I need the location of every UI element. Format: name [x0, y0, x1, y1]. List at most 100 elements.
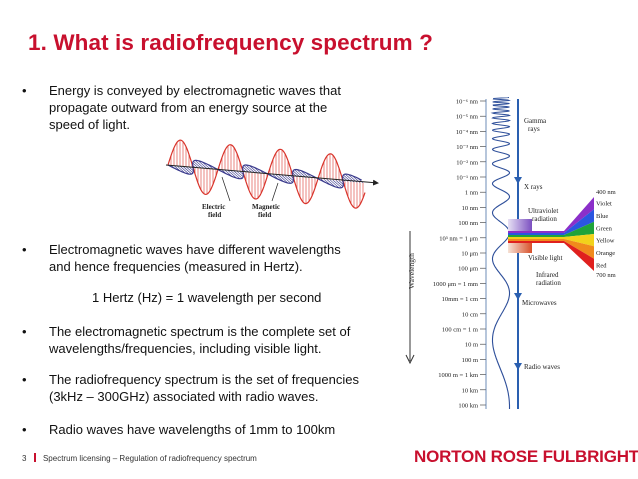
wavelength-tick-label: 10⁻² nm — [456, 159, 478, 166]
wavelength-ticks: 10⁻⁶ nm 10⁻⁵ nm 10⁻⁴ nm 10⁻³ nm 10⁻² nm 10⁻¹ … — [433, 99, 486, 410]
wavelength-tick-label: 10⁻¹ nm — [456, 175, 478, 182]
magnetic-hatch-line — [284, 175, 293, 183]
wavelength-axis-arrow — [405, 354, 415, 365]
color-name-violet: Violet — [596, 201, 612, 208]
footer: 3 Spectrum licensing – Regulation of radi… — [22, 453, 257, 463]
electric-pointer — [221, 176, 231, 202]
ir-label-2: radiation — [536, 279, 561, 287]
visible-band-violet — [508, 197, 594, 233]
magnetic-hatch-line — [192, 162, 199, 168]
magnetic-hatch-line — [188, 166, 194, 172]
magnetic-hatch-line — [249, 165, 259, 174]
wavelength-tick-label: 10 m — [465, 342, 478, 349]
wavelength-tick-label: 10 km — [462, 387, 478, 394]
footer-text: Spectrum licensing – Regulation of radio… — [42, 454, 257, 463]
color-name-red: Red — [596, 262, 607, 269]
page-number: 3 — [22, 454, 27, 463]
wavelength-tick-label: 10 cm — [462, 311, 478, 318]
bullet-2-line-2: and hence frequencies (measured in Hertz… — [49, 259, 303, 274]
color-name-yellow: Yellow — [596, 238, 615, 245]
electric-label-2: field — [208, 211, 221, 219]
visible-color-names: Violet Blue Green Yellow Orange Red — [596, 201, 615, 270]
magnetic-hatch-line — [335, 180, 344, 187]
bullet-1-line-2: propagate outward from an energy source … — [49, 100, 328, 115]
electric-field-curve — [167, 139, 366, 209]
visible-top-label: 400 nm — [596, 189, 616, 196]
hertz-definition: 1 Hertz (Hz) = 1 wavelength per second — [92, 290, 322, 305]
visible-band-orange — [508, 239, 594, 259]
visible-band-green — [508, 221, 594, 237]
wavelength-tick-label: 1000 μm = 1 mm — [433, 281, 478, 288]
magnetic-hatch-line — [326, 179, 336, 188]
magnetic-label-2: field — [258, 211, 271, 219]
brand-logo: NORTON ROSE FULBRIGHT — [414, 447, 638, 466]
electric-field-wave — [170, 140, 364, 208]
bullet-3-line-2: wavelengths/frequencies, including visib… — [49, 341, 322, 356]
bullet-4-line-2: (3kHz – 300GHz) associated with radio wa… — [49, 389, 319, 404]
color-name-green: Green — [596, 225, 613, 232]
wavelength-tick-label: 10 μm — [461, 251, 478, 258]
microwave-arrow — [514, 293, 522, 300]
wavelength-tick-label: 10⁻⁵ nm — [456, 114, 478, 121]
ir-band — [508, 243, 532, 253]
magnetic-hatch-line — [329, 179, 340, 189]
magnetic-hatch-line — [243, 165, 253, 173]
magnetic-hatch-line — [182, 166, 192, 175]
gamma-label: Gamma — [524, 117, 547, 125]
magnetic-hatch-line — [332, 179, 342, 188]
magnetic-hatch-line — [185, 166, 194, 174]
bullet-3-line-1: The electromagnetic spectrum is the comp… — [49, 324, 351, 339]
magnetic-label: Magnetic — [252, 203, 280, 211]
ir-label: Infrared — [536, 271, 559, 279]
magnetic-hatch-line — [338, 180, 344, 185]
bullet-marker: • — [22, 83, 27, 98]
uv-label-2: radiation — [532, 215, 557, 223]
visible-label: Visible light — [528, 254, 562, 262]
wavelength-tick-label: 100 nm — [458, 220, 478, 227]
color-name-orange: Orange — [596, 250, 615, 257]
magnetic-hatch-line — [281, 175, 292, 184]
xray-arrow — [514, 177, 522, 184]
color-name-blue: Blue — [596, 213, 608, 220]
magnetic-hatch-line — [278, 174, 289, 184]
propagation-axis — [165, 164, 379, 186]
wavelength-tick-label: 1000 m = 1 km — [438, 372, 478, 379]
magnetic-hatch-line — [193, 161, 202, 169]
magnetic-field-curve — [167, 159, 362, 189]
spectrum-wave — [490, 96, 512, 409]
slide-title: 1. What is radiofrequency spectrum ? — [28, 30, 433, 55]
em-wave-figure: Electric field Magnetic field — [165, 139, 379, 219]
magnetic-hatch-line — [194, 160, 205, 169]
uv-band — [508, 219, 532, 231]
wavelength-tick-label: 10³ nm = 1 μm — [439, 235, 478, 242]
magnetic-hatch-line — [176, 165, 186, 174]
radio-waves-label: Radio waves — [524, 363, 560, 371]
bullet-1-line-1: Energy is conveyed by electromagnetic wa… — [49, 83, 341, 98]
bullet-marker: • — [22, 242, 27, 257]
visible-spectrum-fan — [508, 197, 594, 271]
visible-bottom-label: 700 nm — [596, 272, 616, 279]
magnetic-hatch-line — [287, 175, 294, 181]
magnetic-pointer — [271, 182, 279, 202]
wavelength-tick-label: 10⁻³ nm — [456, 144, 478, 151]
bullet-5-line-1: Radio waves have wavelengths of 1mm to 1… — [49, 422, 336, 437]
radio-arrow — [514, 363, 522, 370]
magnetic-hatch-line — [233, 170, 243, 179]
wavelength-tick-label: 10⁻⁶ nm — [456, 99, 478, 106]
magnetic-hatch-line — [227, 170, 237, 179]
visible-band-red — [508, 241, 594, 271]
bullet-4-line-1: The radiofrequency spectrum is the set o… — [49, 372, 359, 387]
magnetic-hatch-line — [245, 164, 256, 174]
wavelength-axis-label: Wavelength — [407, 253, 416, 289]
wavelength-tick-label: 10⁻⁴ nm — [456, 129, 478, 136]
bullet-marker: • — [22, 372, 27, 387]
bullet-1-line-3: speed of light. — [49, 117, 130, 132]
wavelength-tick-label: 100 m — [462, 357, 478, 364]
wavelength-tick-label: 1 nm — [465, 190, 478, 197]
visible-band-blue — [508, 209, 594, 235]
magnetic-hatch-line — [197, 160, 208, 169]
wavelength-tick-label: 100 cm = 1 m — [442, 327, 478, 334]
wavelength-tick-label: 100 μm — [458, 266, 478, 273]
